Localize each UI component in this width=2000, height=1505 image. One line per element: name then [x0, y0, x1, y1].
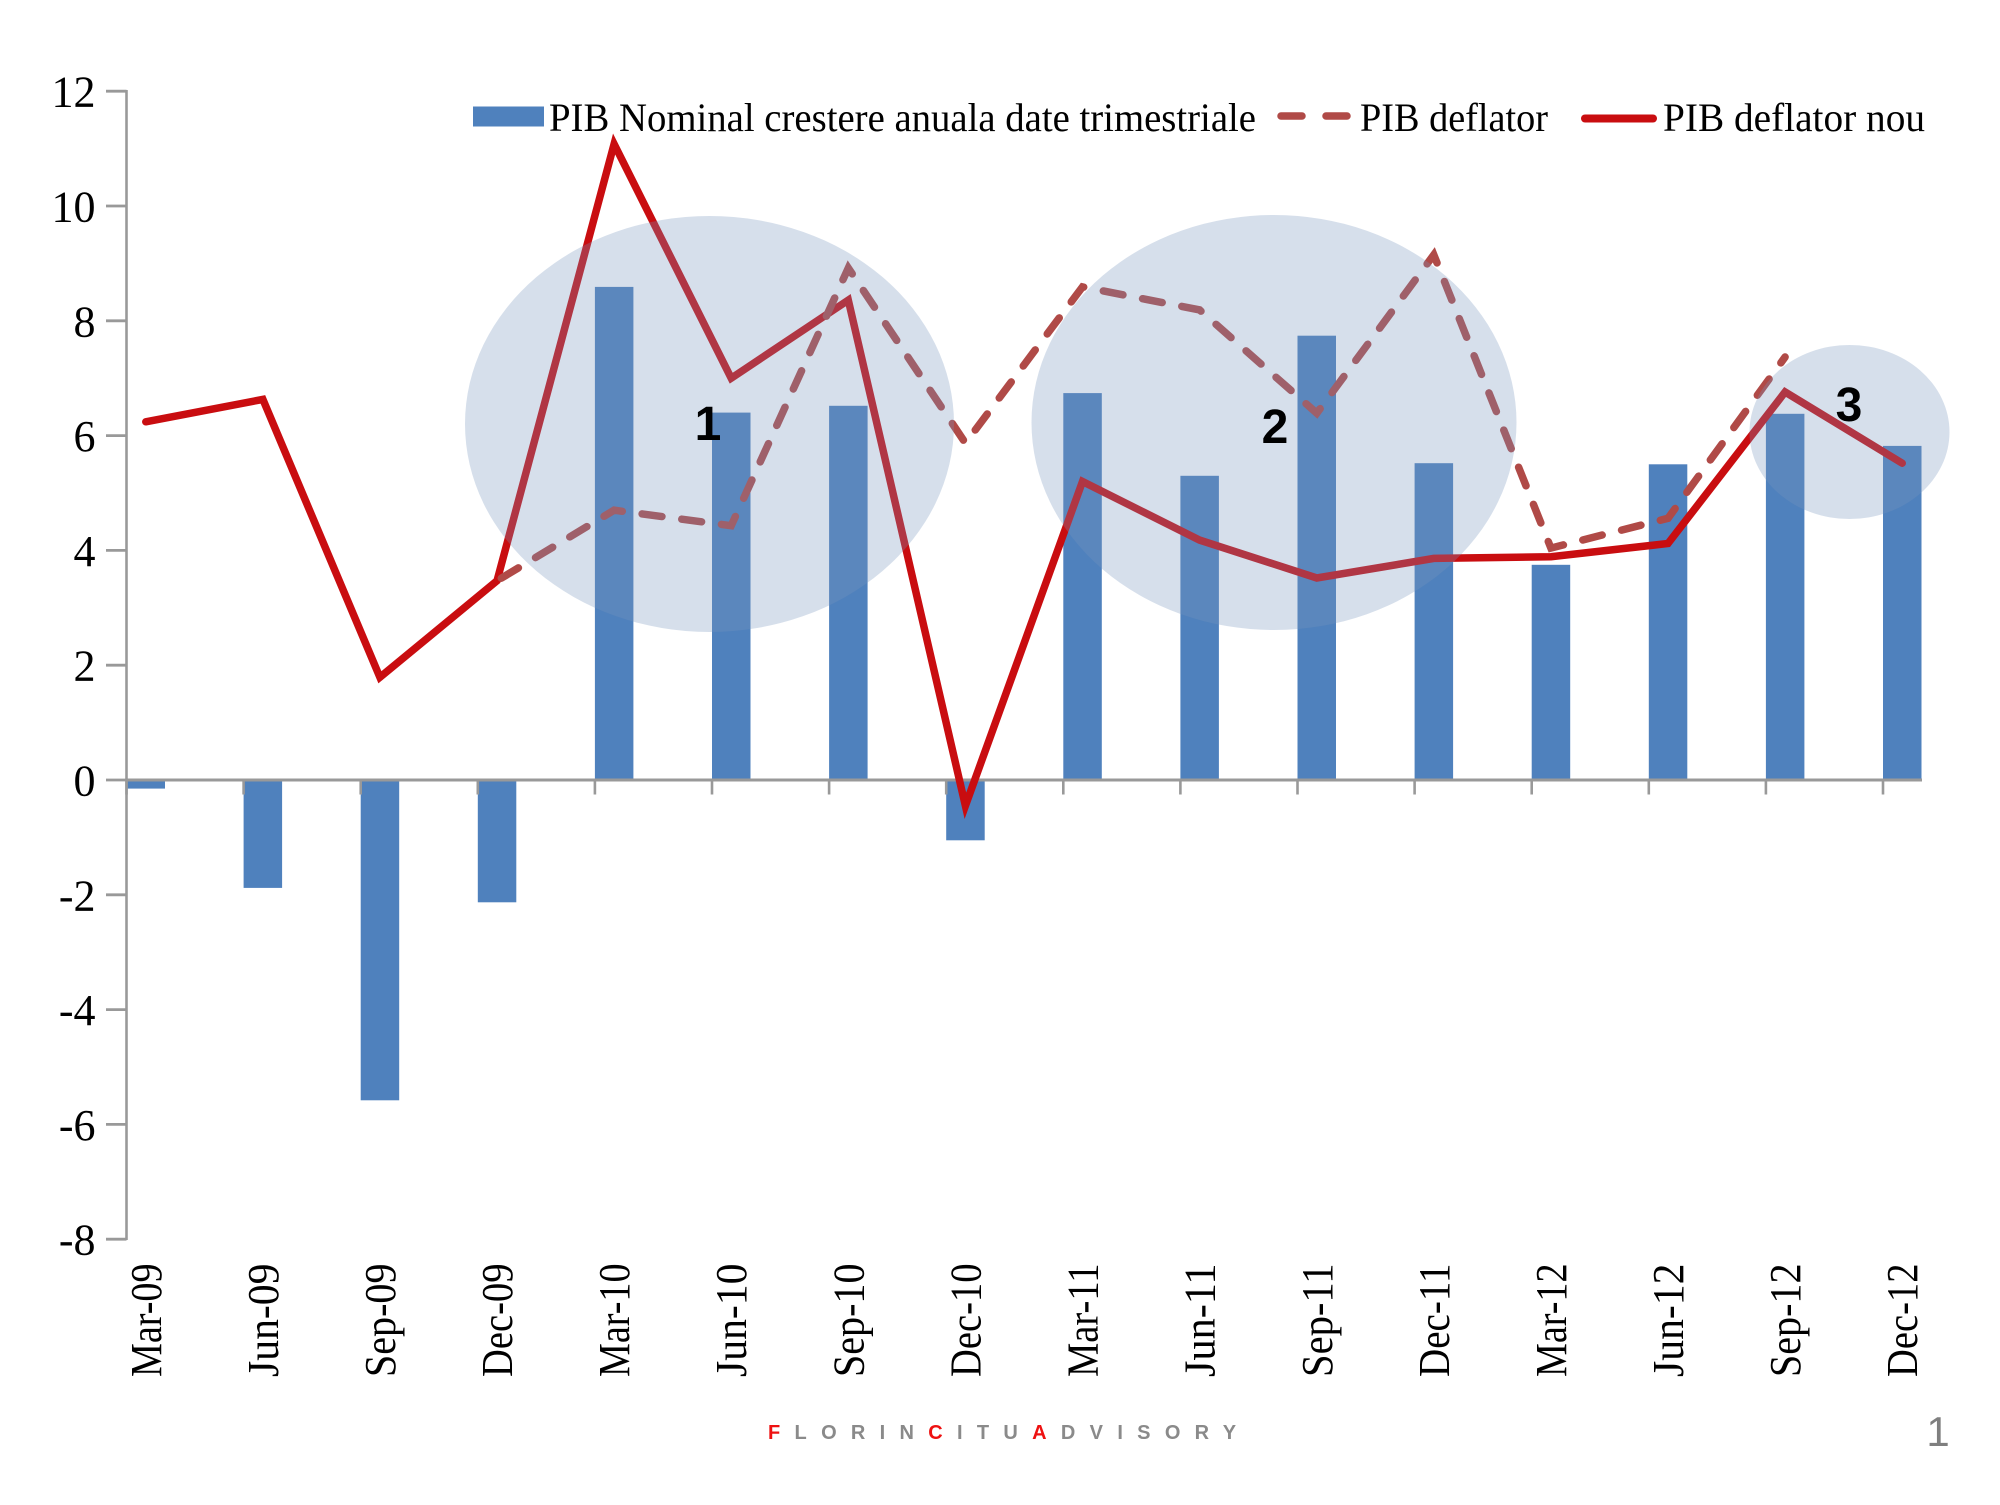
svg-text:-2: -2	[59, 871, 96, 920]
svg-text:Jun-10: Jun-10	[707, 1264, 756, 1378]
svg-text:Jun-11: Jun-11	[1176, 1264, 1225, 1378]
svg-text:1: 1	[695, 398, 722, 451]
svg-text:PIB Nominal crestere anuala da: PIB Nominal crestere anuala date trimest…	[549, 95, 1256, 140]
svg-text:PIB deflator: PIB deflator	[1360, 95, 1548, 140]
svg-text:-8: -8	[59, 1216, 96, 1265]
svg-text:Dec-12: Dec-12	[1878, 1264, 1927, 1378]
svg-text:Dec-10: Dec-10	[941, 1264, 990, 1378]
svg-text:Mar-11: Mar-11	[1059, 1264, 1108, 1378]
svg-text:Jun-12: Jun-12	[1644, 1264, 1693, 1378]
svg-text:2: 2	[74, 642, 96, 691]
svg-text:FLORINCITUADVISORY: FLORINCITUADVISORY	[768, 1422, 1250, 1444]
svg-text:PIB deflator nou: PIB deflator nou	[1663, 95, 1925, 140]
svg-text:Dec-11: Dec-11	[1410, 1264, 1459, 1378]
svg-text:Sep-12: Sep-12	[1761, 1264, 1810, 1378]
svg-text:Sep-09: Sep-09	[356, 1264, 405, 1378]
svg-text:Sep-10: Sep-10	[824, 1264, 873, 1378]
svg-text:-6: -6	[59, 1101, 96, 1150]
svg-text:Sep-11: Sep-11	[1293, 1264, 1342, 1378]
svg-text:3: 3	[1836, 379, 1863, 432]
svg-text:12: 12	[52, 68, 96, 117]
svg-text:-4: -4	[59, 986, 96, 1035]
svg-text:0: 0	[74, 757, 96, 806]
svg-text:2: 2	[1262, 401, 1289, 454]
svg-text:Mar-12: Mar-12	[1527, 1264, 1576, 1378]
svg-text:4: 4	[74, 527, 96, 576]
svg-text:10: 10	[52, 183, 96, 232]
svg-text:Jun-09: Jun-09	[239, 1264, 288, 1378]
svg-text:Mar-10: Mar-10	[590, 1264, 639, 1378]
svg-text:Dec-09: Dec-09	[473, 1264, 522, 1378]
svg-text:Mar-09: Mar-09	[122, 1264, 171, 1378]
svg-text:6: 6	[74, 412, 96, 461]
svg-text:8: 8	[74, 297, 96, 346]
svg-text:1: 1	[1926, 1408, 1949, 1455]
